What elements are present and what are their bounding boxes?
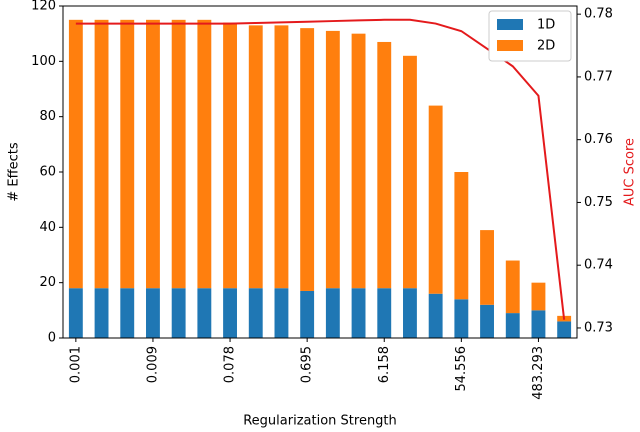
y-tick-label: 60 [39, 165, 56, 180]
y-tick-label: 20 [39, 275, 56, 290]
y2-tick-label: 0.73 [584, 320, 613, 335]
y-tick-label: 80 [39, 109, 56, 124]
bar [146, 19, 160, 289]
bar [171, 288, 186, 338]
bar [197, 19, 212, 289]
bar [403, 55, 417, 289]
bar [377, 41, 392, 289]
bar [505, 313, 520, 338]
y-tick-label: 0 [48, 331, 56, 346]
plot-frame [62, 5, 578, 339]
bar [68, 19, 83, 289]
bar [428, 293, 443, 338]
y2-tick-label: 0.76 [584, 132, 613, 147]
legend-swatch [497, 40, 523, 51]
x-tick-label: 0.695 [300, 346, 315, 383]
bar [274, 25, 289, 289]
bar [377, 288, 392, 338]
legend-box [488, 10, 572, 62]
auc-line [75, 18, 566, 320]
bar [403, 288, 417, 338]
y-axis-label: # Effects [7, 142, 22, 201]
y-tick-label: 100 [31, 54, 56, 69]
bar [171, 19, 186, 289]
legend-swatch [497, 19, 523, 30]
x-axis-label: Regularization Strength [243, 414, 397, 429]
bar [223, 288, 237, 338]
bar [325, 288, 340, 338]
bar [274, 288, 289, 338]
bar [248, 25, 263, 289]
y2-tick-label: 0.78 [584, 7, 613, 22]
legend-label: 2D [537, 39, 555, 54]
bar [68, 288, 83, 338]
x-tick-label: 0.001 [68, 346, 83, 383]
bar [223, 22, 237, 289]
y2-tick-label: 0.74 [584, 258, 613, 273]
bar [248, 288, 263, 338]
bar [120, 288, 135, 338]
y2-tick-label: 0.75 [584, 195, 613, 210]
bar [94, 288, 109, 338]
bar [146, 288, 160, 338]
bar [557, 321, 572, 338]
bar [480, 304, 494, 338]
bar [480, 230, 494, 305]
x-tick-label: 483.293 [531, 346, 546, 400]
bar [300, 28, 315, 291]
bar [351, 288, 366, 338]
bar [428, 105, 443, 294]
bar [531, 310, 546, 338]
y-tick-label: 120 [31, 0, 56, 14]
bar [94, 19, 109, 289]
bar [325, 30, 340, 289]
y2-tick-label: 0.77 [584, 69, 613, 84]
x-tick-label: 0.078 [223, 346, 238, 383]
bar [454, 299, 469, 338]
bar [531, 282, 546, 311]
bar [120, 19, 135, 289]
bar [197, 288, 212, 338]
x-tick-label: 0.009 [145, 346, 160, 383]
bar [505, 260, 520, 314]
y-tick-label: 40 [39, 220, 56, 235]
x-tick-label: 54.556 [454, 346, 469, 392]
bar [351, 33, 366, 289]
legend-label: 1D [537, 18, 555, 33]
bar [454, 172, 469, 300]
bar [300, 290, 315, 338]
y2-axis-label: AUC Score [623, 138, 638, 206]
x-tick-label: 6.158 [377, 346, 392, 383]
